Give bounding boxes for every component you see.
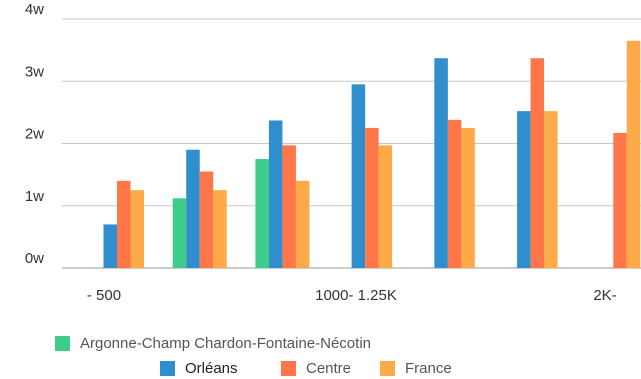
bar-argonne-champ-chardon-fontaine-n-cotin-1 bbox=[172, 198, 187, 268]
bar-france-3 bbox=[378, 145, 393, 268]
bar-france-0 bbox=[130, 190, 144, 268]
bar-france-2 bbox=[295, 180, 310, 268]
bar-centre-4 bbox=[447, 119, 462, 268]
legend-label-argonne: Argonne-Champ Chardon-Fontaine-Nécotin bbox=[80, 334, 371, 352]
legend-swatch-orleans bbox=[160, 360, 175, 376]
y-tick-label: 3w bbox=[25, 63, 44, 80]
y-tick-labels: 0w 1w 2w 3w 4w bbox=[25, 1, 44, 267]
y-tick-label: 0w bbox=[25, 250, 44, 267]
y-tick-label: 1w bbox=[25, 188, 44, 205]
legend-swatch-argonne bbox=[55, 335, 70, 351]
bars bbox=[103, 40, 641, 268]
y-tick-label: 2w bbox=[25, 126, 44, 143]
legend-label-orleans: Orléans bbox=[185, 359, 238, 377]
bar-centre-6 bbox=[613, 132, 627, 268]
legend-label-centre: Centre bbox=[306, 359, 352, 377]
legend-swatch-centre bbox=[281, 360, 296, 376]
bar-centre-1 bbox=[199, 171, 214, 268]
bar-france-4 bbox=[461, 127, 475, 268]
x-tick-label: 2K- bbox=[593, 287, 616, 304]
bar-centre-0 bbox=[117, 180, 131, 268]
legend-item-orleans[interactable]: Orléans bbox=[160, 357, 238, 379]
legend-row-2: Orléans Centre France bbox=[0, 357, 641, 379]
legend-row-1: Argonne-Champ Chardon-Fontaine-Nécotin bbox=[0, 332, 641, 354]
x-tick-labels: - 500 1000- 1.25K 2K- bbox=[87, 287, 617, 304]
bar-centre-5 bbox=[530, 58, 545, 268]
bar-orl-ans-2 bbox=[268, 120, 283, 268]
legend-item-centre[interactable]: Centre bbox=[281, 357, 351, 379]
bar-centre-2 bbox=[282, 145, 296, 268]
bar-argonne-champ-chardon-fontaine-n-cotin-2 bbox=[255, 159, 269, 268]
legend-label-france: France bbox=[405, 359, 452, 377]
bar-orl-ans-1 bbox=[186, 149, 200, 268]
bar-france-6 bbox=[626, 40, 641, 268]
bar-orl-ans-0 bbox=[103, 224, 117, 268]
x-tick-label: 1000- 1.25K bbox=[315, 287, 397, 304]
bar-orl-ans-5 bbox=[517, 111, 531, 268]
legend-item-argonne[interactable]: Argonne-Champ Chardon-Fontaine-Nécotin bbox=[55, 332, 371, 354]
legend-swatch-france bbox=[380, 360, 395, 376]
bar-centre-3 bbox=[365, 127, 379, 268]
y-tick-label: 4w bbox=[25, 1, 44, 18]
bar-orl-ans-3 bbox=[351, 84, 366, 268]
x-tick-label: - 500 bbox=[87, 287, 121, 304]
bar-france-5 bbox=[544, 111, 558, 268]
legend-item-france[interactable]: France bbox=[380, 357, 452, 379]
bar-france-1 bbox=[213, 190, 227, 268]
bar-orl-ans-4 bbox=[434, 58, 448, 268]
